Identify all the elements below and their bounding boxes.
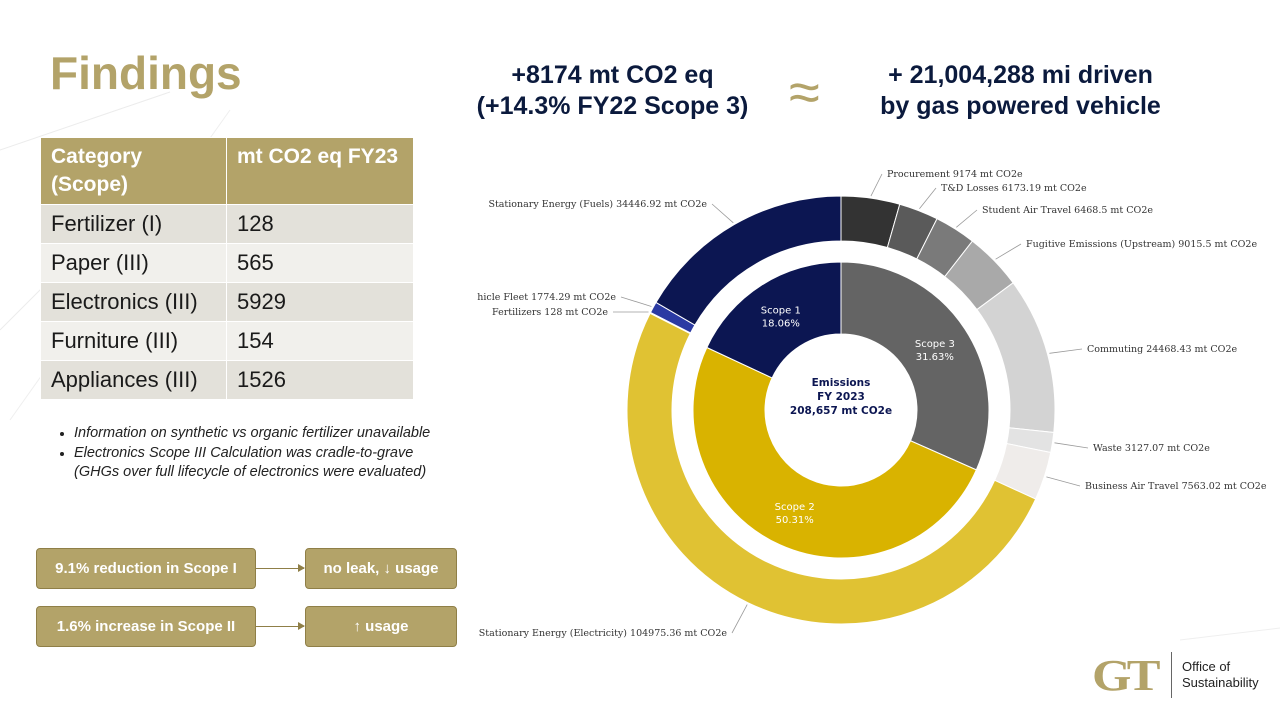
notes-list: Information on synthetic vs organic fert… bbox=[40, 424, 454, 483]
outer-slice-label: Stationary Energy (Fuels) 34446.92 mt CO… bbox=[488, 199, 707, 210]
table-row: Electronics (III) 5929 bbox=[40, 282, 414, 322]
column-header-value: mt CO2 eq FY23 bbox=[226, 137, 414, 205]
findings-table: Category (Scope) mt CO2 eq FY23 Fertiliz… bbox=[40, 137, 414, 400]
value-cell: 565 bbox=[226, 243, 414, 283]
outer-slice-label: Procurement 9174 mt CO2e bbox=[887, 169, 1023, 180]
table-row: Furniture (III) 154 bbox=[40, 321, 414, 361]
outer-slice-label: hicle Fleet 1774.29 mt CO2e bbox=[477, 292, 616, 303]
note-item: Information on synthetic vs organic fert… bbox=[74, 424, 454, 443]
outer-slice-label: Fugitive Emissions (Upstream) 9015.5 mt … bbox=[1026, 239, 1257, 250]
note-item: Electronics Scope III Calculation was cr… bbox=[74, 444, 454, 482]
outer-slice-label: Student Air Travel 6468.5 mt CO2e bbox=[982, 205, 1153, 216]
outer-slice-label: Commuting 24468.43 mt CO2e bbox=[1087, 344, 1237, 355]
callout-line bbox=[620, 296, 652, 307]
inner-slice-label: Scope 3 bbox=[915, 339, 955, 350]
arrow-right-icon bbox=[255, 622, 305, 630]
inner-slice-scope-1 bbox=[706, 261, 842, 379]
value-cell: 5929 bbox=[226, 282, 414, 322]
inner-slice-label: Scope 2 bbox=[775, 502, 815, 513]
outer-slice-7 bbox=[626, 312, 1037, 625]
page-title: Findings bbox=[50, 47, 242, 99]
value-cell: 154 bbox=[226, 321, 414, 361]
headline-co2-line2: (+14.3% FY22 Scope 3) bbox=[476, 92, 749, 120]
outer-slice-label: Business Air Travel 7563.02 mt CO2e bbox=[1085, 481, 1267, 492]
arrow-right-icon bbox=[255, 564, 305, 572]
headline-miles-line2: by gas powered vehicle bbox=[880, 92, 1161, 120]
headline-miles-line1: + 21,004,288 mi driven bbox=[888, 61, 1153, 89]
center-label-line: 208,657 mt CO2e bbox=[790, 405, 892, 417]
callout-line bbox=[1046, 476, 1081, 487]
category-cell: Appliances (III) bbox=[40, 360, 227, 400]
inner-slice-label: Scope 1 bbox=[761, 306, 801, 317]
callout-line bbox=[995, 243, 1022, 260]
scope2-reason-box: ↑ usage bbox=[305, 606, 457, 647]
table-row: Paper (III) 565 bbox=[40, 243, 414, 283]
outer-slice-label: Fertilizers 128 mt CO2e bbox=[492, 307, 608, 318]
callout-line bbox=[1049, 348, 1083, 354]
table-header-row: Category (Scope) mt CO2 eq FY23 bbox=[40, 137, 414, 205]
category-cell: Paper (III) bbox=[40, 243, 227, 283]
table-row: Appliances (III) 1526 bbox=[40, 360, 414, 400]
approx-equal-icon: ≈ bbox=[789, 60, 820, 123]
callout-line bbox=[956, 209, 978, 228]
inner-slice-percent: 50.31% bbox=[776, 515, 814, 526]
category-cell: Furniture (III) bbox=[40, 321, 227, 361]
office-name-line2: Sustainability bbox=[1182, 675, 1259, 690]
outer-slice-10 bbox=[655, 195, 842, 326]
inner-slice-scope-3 bbox=[840, 261, 990, 471]
office-name-line1: Office of bbox=[1182, 659, 1231, 674]
inner-slice-percent: 31.63% bbox=[916, 352, 954, 363]
center-label-line: FY 2023 bbox=[817, 391, 865, 403]
outer-slice-label: T&D Losses 6173.19 mt CO2e bbox=[941, 183, 1087, 194]
inner-slice-percent: 18.06% bbox=[762, 319, 800, 330]
value-cell: 1526 bbox=[226, 360, 414, 400]
office-name: Office of Sustainability bbox=[1182, 659, 1259, 691]
scope1-reason-box: no leak, ↓ usage bbox=[305, 548, 457, 589]
gt-logo-mark: GT bbox=[1092, 651, 1160, 700]
inner-slice-scope-2 bbox=[692, 346, 978, 559]
headline-co2-line1: +8174 mt CO2 eq bbox=[511, 61, 714, 89]
scope2-change-box: 1.6% increase in Scope II bbox=[36, 606, 256, 647]
headline-co2-increase: +8174 mt CO2 eq (+14.3% FY22 Scope 3) bbox=[455, 60, 770, 122]
category-cell: Electronics (III) bbox=[40, 282, 227, 322]
callout-line bbox=[870, 173, 883, 197]
headline-miles-driven: + 21,004,288 mi driven by gas powered ve… bbox=[858, 60, 1183, 122]
column-header-category: Category (Scope) bbox=[40, 137, 227, 205]
callout-line bbox=[711, 203, 734, 224]
logo-divider bbox=[1171, 652, 1172, 698]
callout-line bbox=[919, 187, 937, 209]
center-label-line: Emissions bbox=[812, 377, 871, 389]
outer-slice-label: Stationary Energy (Electricity) 104975.3… bbox=[479, 628, 728, 639]
callout-line bbox=[1054, 442, 1089, 449]
outer-slice-label: Waste 3127.07 mt CO2e bbox=[1093, 443, 1210, 454]
callout-line bbox=[731, 604, 748, 634]
